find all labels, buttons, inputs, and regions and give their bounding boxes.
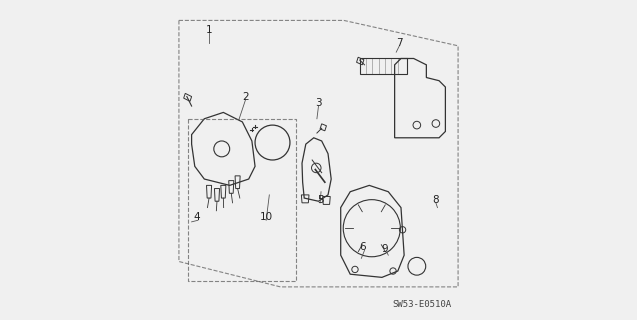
Text: 10: 10: [260, 212, 273, 222]
Text: SW53-E0510A: SW53-E0510A: [392, 300, 452, 309]
Text: 7: 7: [396, 38, 403, 48]
Text: 2: 2: [242, 92, 249, 101]
Text: 5: 5: [317, 195, 324, 205]
Text: 9: 9: [382, 244, 389, 254]
Text: 4: 4: [193, 212, 199, 222]
Text: 8: 8: [433, 195, 439, 205]
Text: 3: 3: [315, 98, 322, 108]
Text: 6: 6: [360, 242, 366, 252]
Text: 1: 1: [206, 25, 212, 35]
